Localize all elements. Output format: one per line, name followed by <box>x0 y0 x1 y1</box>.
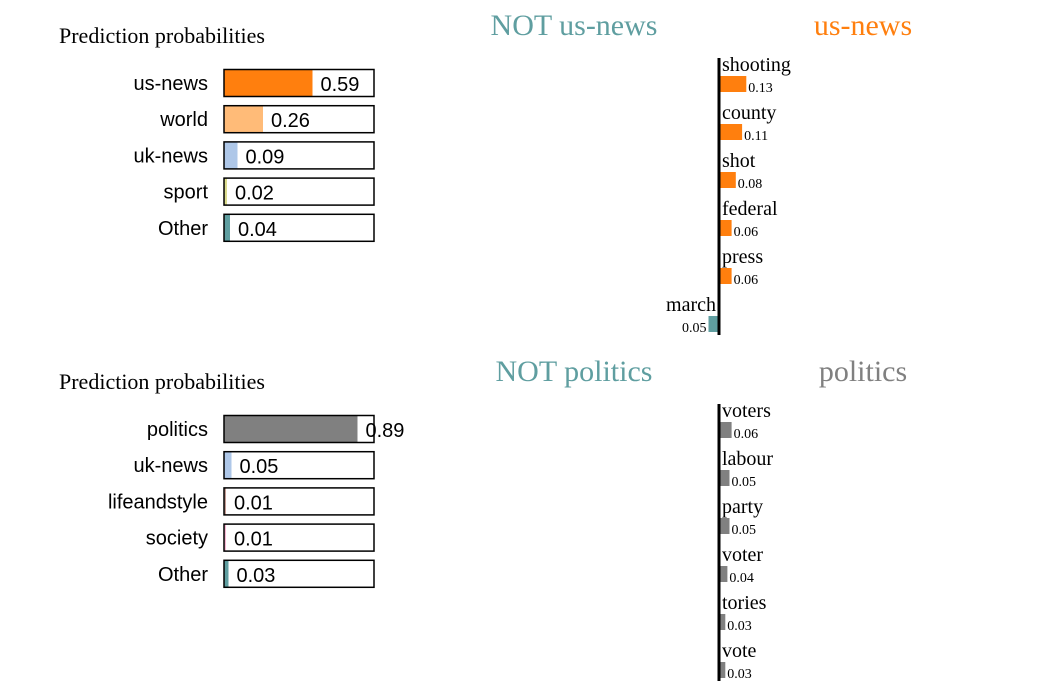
proba-value: 0.04 <box>238 219 277 241</box>
proba-bar-outline <box>223 68 375 98</box>
feature-word: county <box>722 102 776 124</box>
proba-label: uk-news <box>134 145 208 167</box>
proba-title: Prediction probabilities <box>59 369 265 394</box>
feature-weight: 0.13 <box>748 81 773 96</box>
feature-word: shot <box>722 150 756 172</box>
feature-word: vote <box>722 640 757 662</box>
proba-label: lifeandstyle <box>108 491 208 513</box>
proba-bar-outline <box>223 450 375 480</box>
proba-bar <box>224 178 227 206</box>
feature-weight: 0.05 <box>682 321 707 336</box>
proba-value: 0.89 <box>366 420 405 442</box>
not-class-label: NOT politics <box>496 355 653 388</box>
proba-bar <box>224 560 229 588</box>
feature-weight: 0.06 <box>734 427 759 442</box>
feature-bar <box>719 268 732 284</box>
feature-weight: 0.08 <box>738 177 763 192</box>
proba-label: society <box>146 528 208 550</box>
class-label: politics <box>819 355 907 388</box>
proba-bar <box>224 487 226 515</box>
proba-bar <box>224 524 226 552</box>
feature-weight: 0.03 <box>727 667 752 682</box>
proba-label: politics <box>147 419 208 441</box>
proba-value: 0.09 <box>246 146 285 168</box>
proba-bar-outline <box>223 104 375 134</box>
feature-weight: 0.11 <box>744 129 768 144</box>
not-class-label: NOT us-news <box>491 9 658 42</box>
feature-bar <box>719 124 743 140</box>
proba-value: 0.01 <box>234 529 273 551</box>
proba-bar-outline <box>223 559 375 589</box>
proba-label: us-news <box>134 73 208 95</box>
proba-value: 0.03 <box>237 565 276 587</box>
feature-word: voters <box>722 400 771 422</box>
feature-bar <box>719 470 730 486</box>
proba-label: uk-news <box>134 455 208 477</box>
proba-value: 0.02 <box>235 183 274 205</box>
proba-label: sport <box>164 182 209 204</box>
feature-bar <box>708 316 719 332</box>
proba-value: 0.05 <box>240 456 279 478</box>
feature-word: shooting <box>722 54 791 76</box>
proba-label: Other <box>158 218 208 240</box>
proba-label: Other <box>158 564 208 586</box>
feature-bar <box>719 518 730 534</box>
proba-bar-outline <box>223 177 375 206</box>
proba-bar <box>224 141 238 169</box>
feature-bar <box>719 220 732 236</box>
proba-bar <box>224 415 358 443</box>
proba-value: 0.59 <box>321 74 360 96</box>
proba-bar-outline <box>223 141 375 170</box>
feature-weight: 0.03 <box>727 619 752 634</box>
feature-weight: 0.06 <box>734 225 759 240</box>
feature-weight: 0.06 <box>734 273 759 288</box>
proba-value: 0.26 <box>271 110 310 132</box>
proba-bar <box>224 105 263 133</box>
feature-word: press <box>722 246 763 268</box>
feature-bar <box>719 662 726 678</box>
proba-bar <box>224 69 313 97</box>
feature-word: labour <box>722 448 773 470</box>
proba-title: Prediction probabilities <box>59 23 265 48</box>
feature-bar <box>719 76 747 92</box>
proba-bar <box>224 214 230 242</box>
proba-value: 0.01 <box>234 492 273 514</box>
feature-bar <box>719 614 726 630</box>
feature-bar <box>719 172 736 188</box>
proba-label: world <box>159 109 208 131</box>
feature-bar <box>719 566 728 582</box>
proba-bar-outline <box>223 487 375 516</box>
feature-weight: 0.05 <box>732 475 757 490</box>
class-label: us-news <box>814 9 912 42</box>
proba-bar-outline <box>223 523 375 552</box>
feature-weight: 0.04 <box>729 571 754 586</box>
proba-bar-outline <box>223 213 375 243</box>
feature-bar <box>719 422 732 438</box>
feature-word: tories <box>722 592 767 614</box>
feature-word: march <box>666 294 716 316</box>
feature-word: federal <box>722 198 778 220</box>
feature-word: voter <box>722 544 763 566</box>
feature-word: party <box>722 496 763 518</box>
proba-bar-outline <box>223 414 375 444</box>
feature-weight: 0.05 <box>732 523 757 538</box>
proba-bar <box>224 451 232 479</box>
